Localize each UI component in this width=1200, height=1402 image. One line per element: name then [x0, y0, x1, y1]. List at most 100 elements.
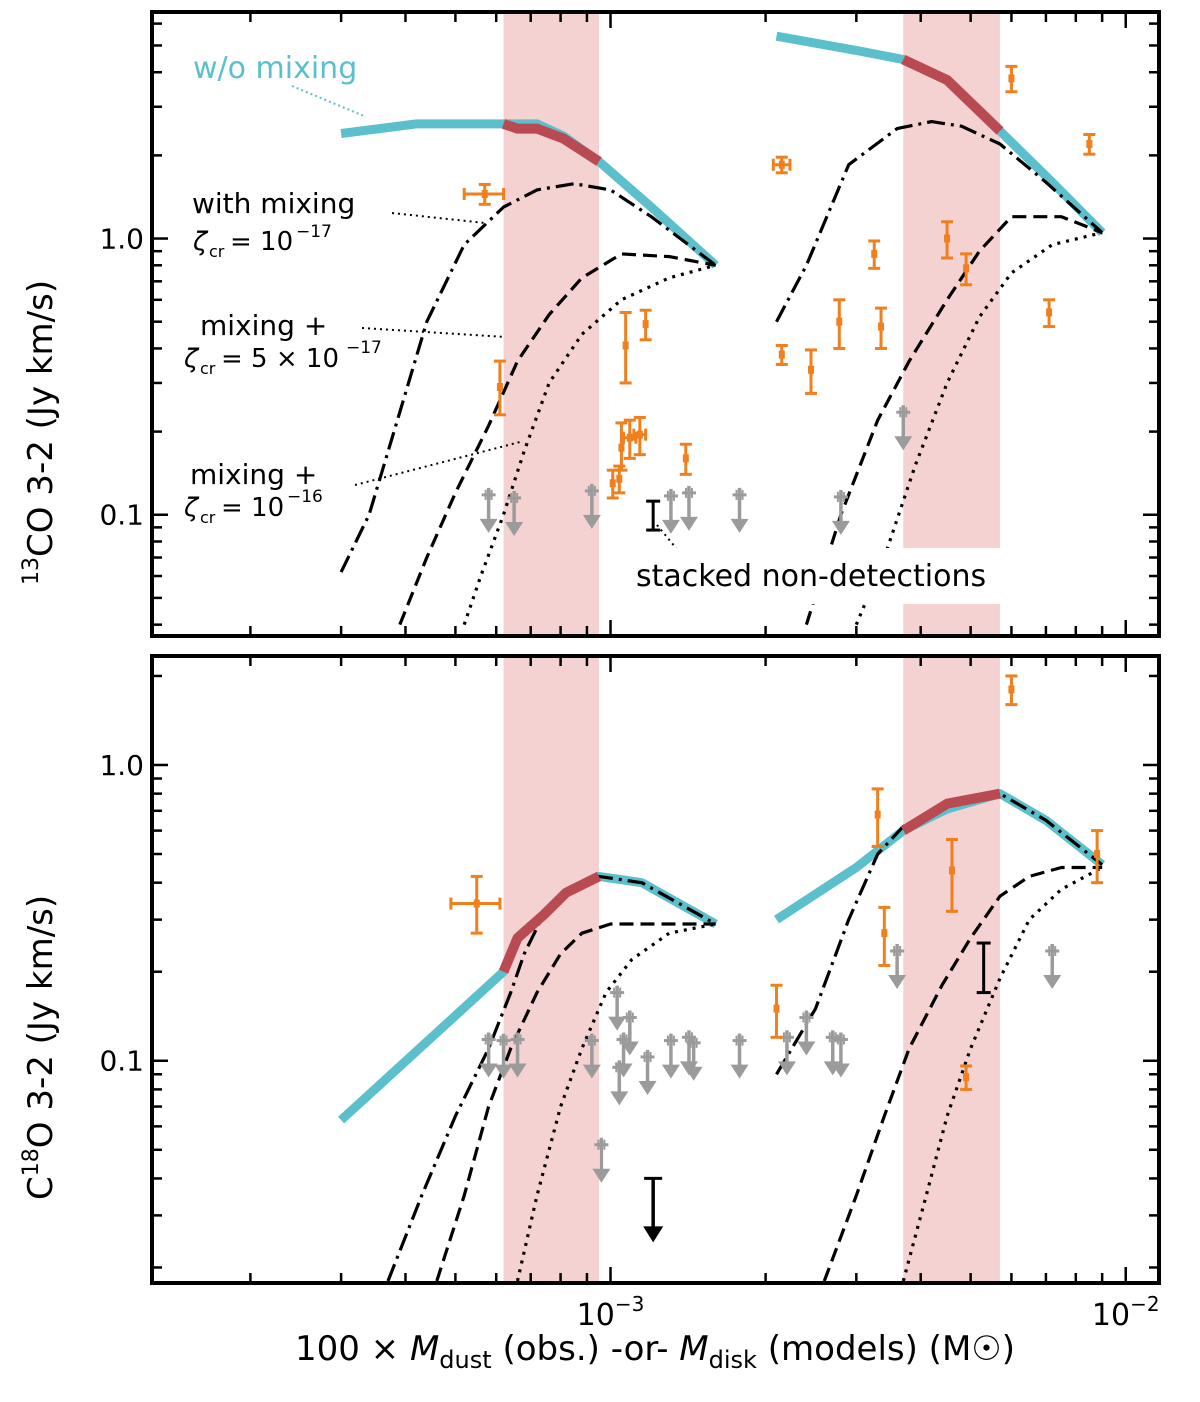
upper-limit-marker: [620, 1010, 639, 1056]
svg-text:−16: −16: [287, 487, 323, 507]
label-wo-mixing: w/o mixing: [193, 51, 357, 86]
model-curve-dashdot-1: [339, 182, 717, 573]
model-curve-dotted-7: [901, 866, 1103, 1282]
ylabel-main-c18o: O 3-2 (Jy km/s): [21, 895, 61, 1148]
ylabel-sup-18: 18: [19, 1148, 44, 1176]
upper-limit-marker: [608, 985, 627, 1031]
label-zeta-1e-17: ζ cr = 10 −17: [192, 222, 332, 261]
upper-limit-marker: [582, 1033, 601, 1079]
detection-marker: [941, 220, 954, 260]
xlabel-sub-dust: dust: [439, 1346, 491, 1374]
upper-limit-markers: [479, 943, 1062, 1183]
model-curve-dashed-2: [435, 922, 716, 1282]
x-tick-label: 10−2: [1092, 1292, 1160, 1333]
upper-limit-marker: [505, 490, 524, 536]
upper-limit-marker: [730, 1033, 749, 1079]
label-with-mixing: with mixing: [192, 187, 355, 220]
svg-text:ζ: ζ: [183, 344, 200, 374]
y-tick-label: 1.0: [99, 749, 144, 782]
upper-limit-marker: [831, 1032, 850, 1078]
upper-limit-marker: [797, 1010, 816, 1056]
upper-limit-markers: [479, 405, 913, 536]
upper-limit-marker: [684, 1035, 703, 1081]
highlight-segments: [498, 788, 1001, 974]
shaded-band-1: [903, 14, 1000, 634]
highlight-segment-1: [901, 54, 1004, 135]
label-zeta-5e-17: ζ cr = 5 × 10 −17: [183, 338, 382, 378]
svg-text:−17: −17: [346, 338, 382, 358]
upper-limit-marker: [661, 1033, 680, 1079]
panel-c18o: 0.1 1.0 C18O 3-2 (Jy km/s) 10−3 10−2 100 ×…: [19, 654, 1161, 1374]
ylabel-sup-13: 13: [19, 557, 44, 585]
shaded-bands: [503, 658, 1000, 1281]
model-curve-dotted-3: [515, 922, 717, 1282]
detection-marker: [606, 468, 619, 500]
axes-frame-bottom: [150, 654, 1161, 1285]
detection-marker: [619, 310, 632, 385]
model-curve-dashed-6: [822, 865, 1103, 1282]
annotations: w/o mixing with mixing ζ cr = 10 −17 mix…: [183, 51, 1080, 604]
stacked-marker: [976, 941, 991, 995]
shaded-bands: [503, 14, 1000, 634]
upper-limit-marker: [679, 485, 698, 531]
highlight-segment-0: [498, 871, 602, 974]
detection-marker: [1043, 298, 1056, 329]
y-tick-label: 1.0: [99, 223, 144, 256]
xlabel-suffix: (models) (M☉): [757, 1329, 1015, 1369]
x-tick-label: 10−3: [577, 1292, 645, 1333]
upper-limit-marker: [479, 1032, 498, 1078]
upper-limit-marker: [508, 1032, 527, 1078]
y-axis-label-13co: 13CO 3-2 (Jy km/s): [19, 280, 61, 585]
ylabel-pre-c: C: [21, 1176, 61, 1200]
xlabel-mid: (obs.) -or-: [492, 1329, 680, 1369]
leader-mixing-1e-16: [354, 441, 521, 486]
upper-limit-marker: [582, 483, 601, 529]
stacked-markers: [643, 941, 991, 1243]
model-curve-dashed-6: [804, 215, 1103, 626]
y-tick-labels: 0.1 1.0: [99, 749, 144, 1078]
xlabel-sub-disk: disk: [709, 1346, 757, 1374]
leader-wo-mixing: [291, 85, 365, 117]
y-tick-label: 0.1: [99, 499, 144, 532]
detection-marker: [1091, 829, 1104, 885]
panel-13co: 0.1 1.0 w/o mixing with mixing ζ cr = 10 …: [19, 10, 1161, 638]
detection-marker: [805, 348, 818, 395]
upper-limit-marker: [888, 943, 907, 989]
stacked-label-backdrop: [620, 548, 1080, 604]
stacked-marker: [643, 1176, 664, 1243]
svg-text:100 × Mdust (obs.) -or- Mdisk: 100 × Mdust (obs.) -or- Mdisk (models) (…: [295, 1329, 1015, 1374]
model-curve-dashed-2: [398, 252, 716, 626]
detection-markers: [462, 64, 1096, 500]
upper-limit-marker: [610, 1060, 629, 1106]
xlabel-m-dust: M: [410, 1329, 439, 1369]
upper-limit-marker: [894, 405, 913, 451]
tick-marks: [154, 658, 1157, 1281]
axes-frame-top: [150, 10, 1161, 638]
x-axis-label: 100 × Mdust (obs.) -or- Mdisk (models) (…: [295, 1329, 1015, 1374]
leader-with-mixing: [391, 212, 486, 224]
detection-marker: [771, 155, 792, 175]
upper-limit-marker: [638, 1049, 657, 1095]
y-tick-label: 0.1: [99, 1045, 144, 1078]
svg-text:cr: cr: [200, 359, 216, 378]
highlight-segment-1: [900, 788, 1001, 835]
detection-marker: [1083, 133, 1096, 156]
detection-marker: [493, 359, 506, 417]
upper-limit-marker: [479, 487, 498, 533]
stacked-marker: [646, 499, 661, 532]
detection-marker: [613, 464, 626, 495]
detection-marker: [960, 252, 973, 287]
y-axis-label-c18o: C18O 3-2 (Jy km/s): [19, 895, 61, 1200]
upper-limit-marker: [730, 487, 749, 533]
detection-marker: [875, 306, 888, 350]
upper-limit-marker: [1043, 943, 1062, 989]
xlabel-m-disk: M: [679, 1329, 708, 1369]
svg-text:= 5 × 10: = 5 × 10: [221, 344, 339, 374]
detection-marker: [945, 837, 958, 913]
detection-marker: [1005, 64, 1018, 94]
detection-marker: [871, 787, 884, 849]
detection-marker: [775, 343, 788, 366]
svg-text:C18O 3-2 (Jy km/s): C18O 3-2 (Jy km/s): [19, 895, 61, 1200]
label-mixing-plus-a: mixing +: [200, 309, 327, 342]
detection-marker: [878, 905, 891, 967]
